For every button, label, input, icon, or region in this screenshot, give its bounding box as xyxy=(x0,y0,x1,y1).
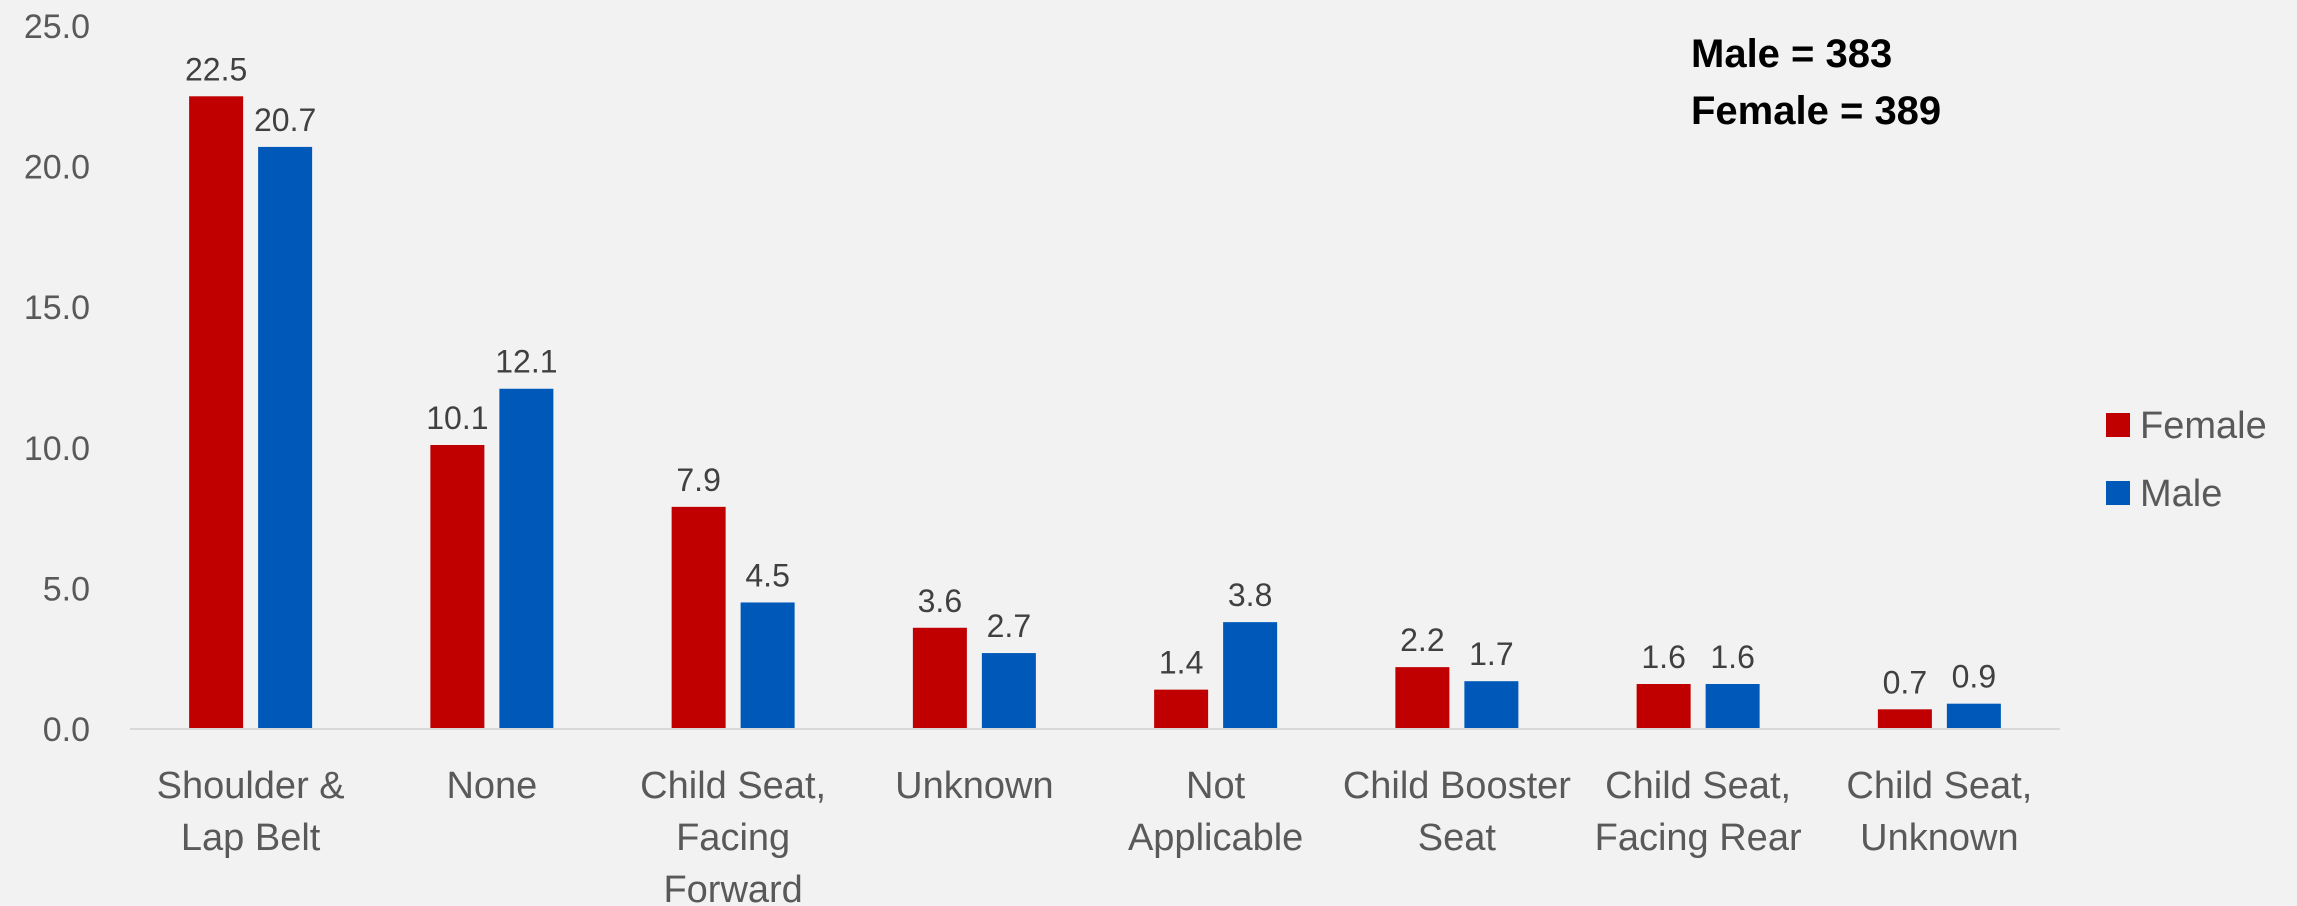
annotation-line-2: Female = 389 xyxy=(1691,89,1941,133)
bar-male xyxy=(258,146,313,729)
y-axis: 0.0 5.0 10.0 15.0 20.0 25.0 xyxy=(24,8,90,749)
y-tick-label: 20.0 xyxy=(24,149,90,187)
bar-male xyxy=(499,388,554,729)
y-tick-label: 10.0 xyxy=(24,430,90,468)
x-category-label: Child Seat, xyxy=(1846,765,2032,807)
legend-swatch-male xyxy=(2106,481,2130,505)
y-tick-label: 0.0 xyxy=(43,711,90,749)
y-tick-label: 5.0 xyxy=(43,570,90,608)
x-category-label: Child Booster xyxy=(1343,765,1571,807)
data-label: 22.5 xyxy=(185,51,247,87)
x-category-label: Child Seat, xyxy=(640,765,826,807)
bars xyxy=(189,96,2001,730)
annotation-line-1: Male = 383 xyxy=(1691,32,1892,76)
bar-female xyxy=(430,444,485,729)
x-category-label: Lap Belt xyxy=(181,817,321,859)
bar-female xyxy=(1395,667,1450,729)
data-label: 4.5 xyxy=(745,557,789,593)
data-label: 2.7 xyxy=(987,608,1031,644)
bar-male xyxy=(1223,622,1278,729)
data-label: 0.9 xyxy=(1952,659,1996,695)
bar-male xyxy=(1705,684,1760,729)
x-category-label: Applicable xyxy=(1128,817,1303,859)
x-category-label: None xyxy=(446,765,537,807)
x-category-label: Child Seat, xyxy=(1605,765,1791,807)
legend-label-female: Female xyxy=(2140,405,2267,447)
bar-male xyxy=(1946,703,2001,729)
bar-male xyxy=(740,602,795,729)
y-tick-label: 15.0 xyxy=(24,289,90,327)
bar-female xyxy=(912,627,967,729)
x-category-label: Forward xyxy=(663,869,802,906)
legend-swatch-female xyxy=(2106,413,2130,437)
data-label: 3.8 xyxy=(1228,577,1272,613)
data-label: 1.7 xyxy=(1469,636,1513,672)
bar-male xyxy=(981,653,1036,729)
data-label: 10.1 xyxy=(426,400,488,436)
data-label: 20.7 xyxy=(254,102,316,138)
bar-male xyxy=(1464,681,1519,729)
x-category-label: Unknown xyxy=(1860,817,2018,859)
bar-female xyxy=(671,506,726,729)
x-category-label: Unknown xyxy=(895,765,1053,807)
data-label: 1.4 xyxy=(1159,645,1203,681)
x-category-label: Shoulder & xyxy=(157,765,345,807)
x-category-label: Seat xyxy=(1418,817,1497,859)
x-axis: Shoulder & Lap Belt None Child Seat, Facing F… xyxy=(130,728,2060,906)
legend-label-male: Male xyxy=(2140,473,2222,515)
bar-female xyxy=(1636,684,1691,729)
data-label: 7.9 xyxy=(676,462,720,498)
sample-size-annotation: Male = 383 Female = 389 xyxy=(1691,32,1941,133)
data-label: 0.7 xyxy=(1883,664,1927,700)
bar-female xyxy=(189,96,244,730)
data-label: 1.6 xyxy=(1641,639,1685,675)
data-label: 12.1 xyxy=(495,344,557,380)
x-category-label: Facing Rear xyxy=(1595,817,1802,859)
x-category-label: Facing xyxy=(676,817,790,859)
data-label: 3.6 xyxy=(918,583,962,619)
legend: Female Male xyxy=(2106,405,2267,515)
data-labels: 22.520.7 10.112.1 7.9 4.5 3.6 2.7 1.4 3.8 2.2 1.7… xyxy=(185,51,1996,700)
bar-female xyxy=(1877,709,1932,729)
data-label: 2.2 xyxy=(1400,622,1444,658)
x-category-label: Not xyxy=(1186,765,1246,807)
y-tick-label: 25.0 xyxy=(24,8,90,46)
bar-female xyxy=(1154,689,1209,729)
data-label: 1.6 xyxy=(1710,639,1754,675)
